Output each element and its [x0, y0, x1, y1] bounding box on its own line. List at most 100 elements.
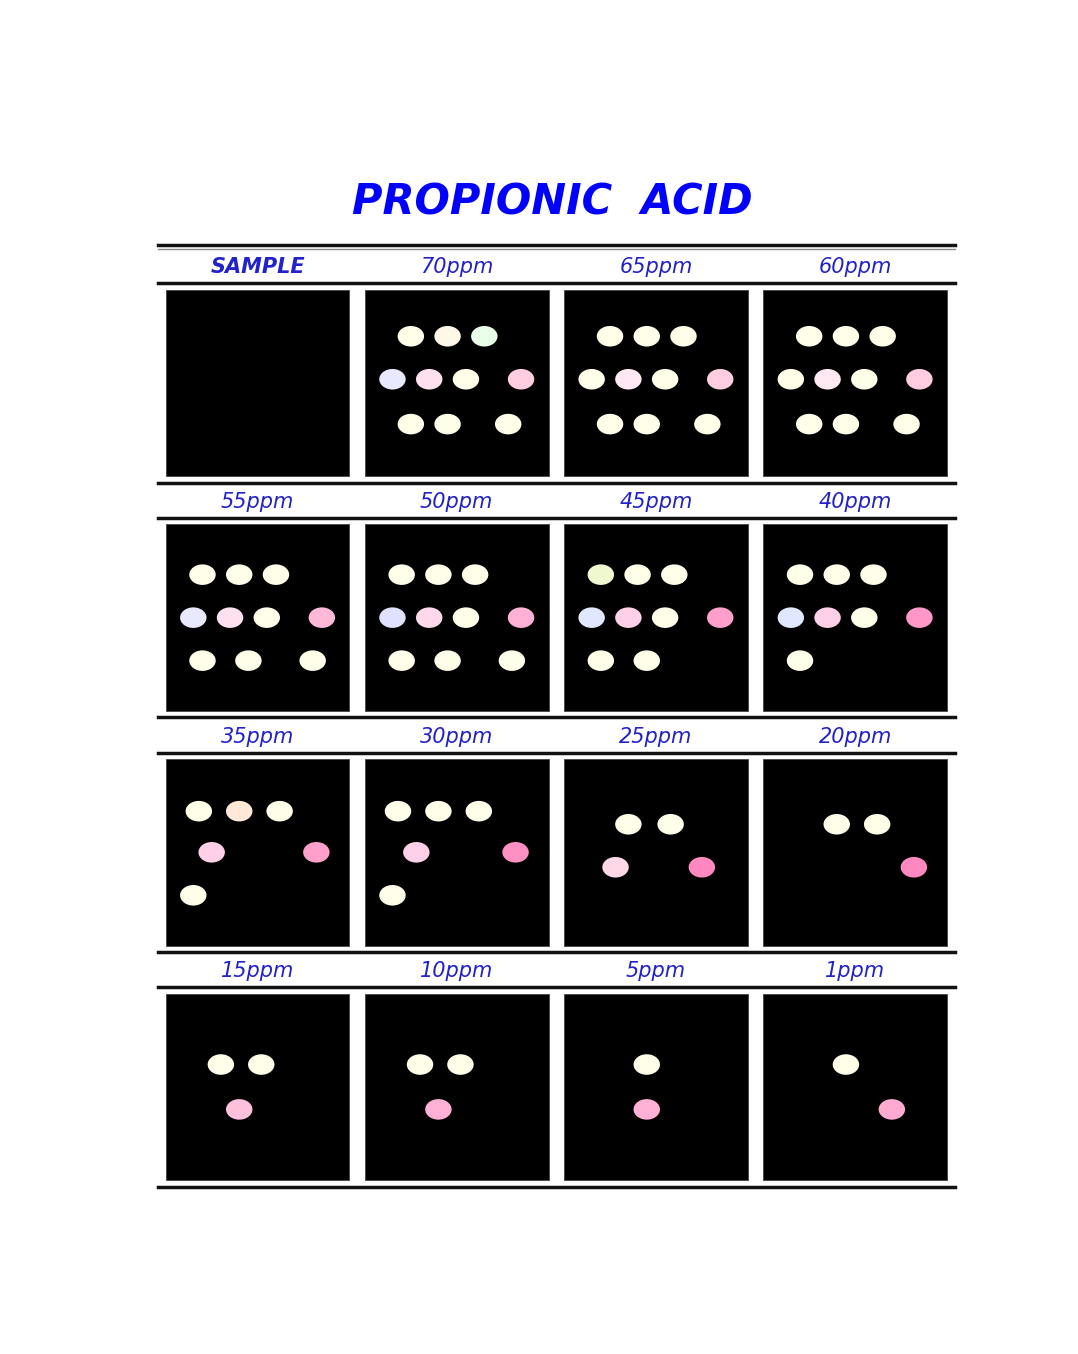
- Ellipse shape: [263, 565, 289, 585]
- Text: 15ppm: 15ppm: [221, 961, 294, 982]
- Text: 55ppm: 55ppm: [221, 492, 294, 512]
- Text: 50ppm: 50ppm: [420, 492, 494, 512]
- Ellipse shape: [379, 370, 405, 390]
- Ellipse shape: [588, 565, 614, 585]
- Ellipse shape: [634, 326, 660, 347]
- Text: 65ppm: 65ppm: [619, 257, 693, 278]
- Ellipse shape: [796, 326, 823, 347]
- Ellipse shape: [406, 1055, 433, 1075]
- Ellipse shape: [453, 608, 479, 628]
- Text: 40ppm: 40ppm: [818, 492, 892, 512]
- Ellipse shape: [894, 414, 920, 435]
- Ellipse shape: [851, 608, 877, 628]
- Text: 70ppm: 70ppm: [420, 257, 494, 278]
- FancyBboxPatch shape: [564, 758, 748, 945]
- Ellipse shape: [226, 802, 252, 822]
- Ellipse shape: [603, 857, 628, 877]
- FancyBboxPatch shape: [365, 524, 549, 711]
- Ellipse shape: [588, 650, 614, 672]
- Ellipse shape: [694, 414, 720, 435]
- Ellipse shape: [471, 326, 498, 347]
- FancyBboxPatch shape: [564, 524, 748, 711]
- Ellipse shape: [824, 814, 849, 834]
- Ellipse shape: [814, 370, 841, 390]
- Ellipse shape: [253, 608, 280, 628]
- Ellipse shape: [597, 326, 623, 347]
- Ellipse shape: [634, 1055, 660, 1075]
- Text: 1ppm: 1ppm: [825, 961, 885, 982]
- Ellipse shape: [190, 650, 216, 672]
- FancyBboxPatch shape: [365, 758, 549, 945]
- Ellipse shape: [814, 608, 841, 628]
- Text: 5ppm: 5ppm: [626, 961, 686, 982]
- Ellipse shape: [860, 565, 887, 585]
- Ellipse shape: [824, 565, 849, 585]
- Ellipse shape: [185, 802, 212, 822]
- Ellipse shape: [616, 814, 641, 834]
- Ellipse shape: [707, 370, 733, 390]
- Ellipse shape: [461, 565, 488, 585]
- Ellipse shape: [226, 1099, 252, 1120]
- Ellipse shape: [508, 370, 535, 390]
- FancyBboxPatch shape: [365, 994, 549, 1181]
- Ellipse shape: [597, 414, 623, 435]
- Text: SAMPLE: SAMPLE: [210, 257, 305, 278]
- Ellipse shape: [787, 565, 813, 585]
- Ellipse shape: [832, 414, 859, 435]
- Ellipse shape: [658, 814, 683, 834]
- FancyBboxPatch shape: [564, 290, 748, 477]
- Ellipse shape: [266, 802, 293, 822]
- Ellipse shape: [634, 1099, 660, 1120]
- Ellipse shape: [832, 1055, 859, 1075]
- Ellipse shape: [379, 608, 405, 628]
- Ellipse shape: [652, 370, 678, 390]
- Ellipse shape: [508, 608, 535, 628]
- Ellipse shape: [661, 565, 688, 585]
- Ellipse shape: [579, 370, 605, 390]
- Ellipse shape: [634, 414, 660, 435]
- Ellipse shape: [303, 842, 330, 862]
- Ellipse shape: [416, 370, 442, 390]
- Ellipse shape: [434, 650, 460, 672]
- Ellipse shape: [832, 326, 859, 347]
- Ellipse shape: [689, 857, 715, 877]
- Ellipse shape: [308, 608, 335, 628]
- Ellipse shape: [652, 608, 678, 628]
- Ellipse shape: [226, 565, 252, 585]
- FancyBboxPatch shape: [166, 524, 349, 711]
- FancyBboxPatch shape: [763, 994, 946, 1181]
- FancyBboxPatch shape: [564, 994, 748, 1181]
- Ellipse shape: [425, 1099, 452, 1120]
- Ellipse shape: [447, 1055, 473, 1075]
- Text: 20ppm: 20ppm: [818, 727, 892, 746]
- Ellipse shape: [190, 565, 216, 585]
- Ellipse shape: [248, 1055, 275, 1075]
- Ellipse shape: [777, 370, 804, 390]
- Ellipse shape: [870, 326, 896, 347]
- Ellipse shape: [624, 565, 651, 585]
- Ellipse shape: [208, 1055, 234, 1075]
- Ellipse shape: [398, 414, 424, 435]
- Ellipse shape: [616, 370, 641, 390]
- Ellipse shape: [777, 608, 804, 628]
- Text: 35ppm: 35ppm: [221, 727, 294, 746]
- Text: PROPIONIC  ACID: PROPIONIC ACID: [353, 181, 752, 223]
- Ellipse shape: [495, 414, 522, 435]
- Ellipse shape: [499, 650, 525, 672]
- Ellipse shape: [796, 414, 823, 435]
- Ellipse shape: [379, 886, 405, 906]
- FancyBboxPatch shape: [763, 290, 946, 477]
- Ellipse shape: [851, 370, 877, 390]
- Ellipse shape: [579, 608, 605, 628]
- FancyBboxPatch shape: [763, 758, 946, 945]
- Ellipse shape: [466, 802, 492, 822]
- Ellipse shape: [388, 650, 415, 672]
- Ellipse shape: [425, 565, 452, 585]
- Ellipse shape: [879, 1099, 906, 1120]
- Ellipse shape: [180, 608, 207, 628]
- Ellipse shape: [634, 650, 660, 672]
- Ellipse shape: [416, 608, 442, 628]
- Ellipse shape: [907, 370, 932, 390]
- Ellipse shape: [787, 650, 813, 672]
- Ellipse shape: [300, 650, 326, 672]
